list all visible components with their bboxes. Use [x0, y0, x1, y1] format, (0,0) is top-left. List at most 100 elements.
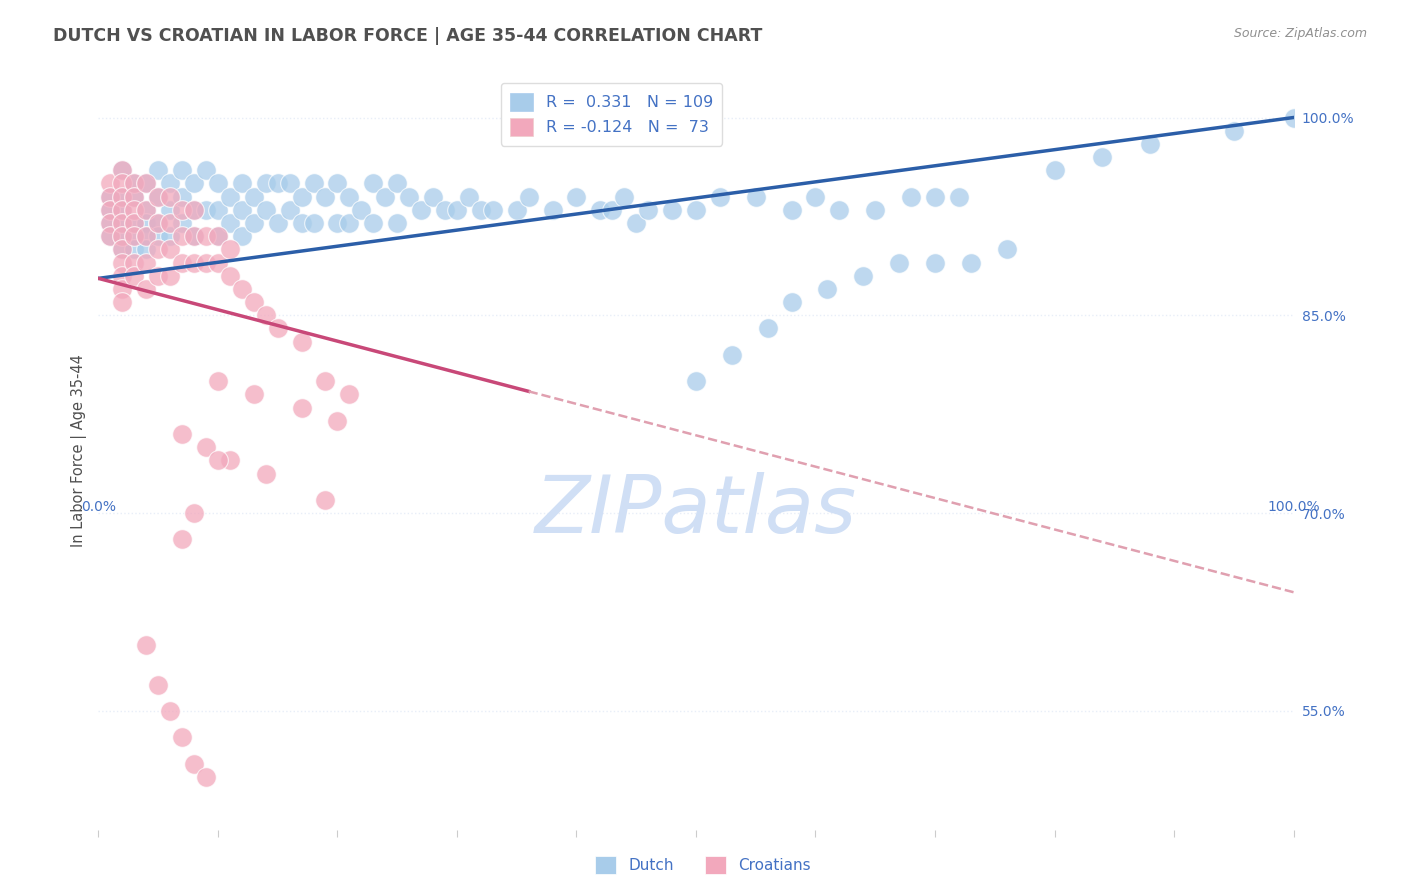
- Point: [111, 229, 134, 244]
- Point: [243, 216, 266, 230]
- Point: [302, 216, 325, 230]
- Point: [804, 189, 827, 203]
- Legend: R =  0.331   N = 109, R = -0.124   N =  73: R = 0.331 N = 109, R = -0.124 N = 73: [501, 83, 723, 145]
- Point: [172, 731, 194, 745]
- Point: [780, 295, 803, 310]
- Point: [135, 202, 157, 217]
- Point: [148, 677, 170, 691]
- Point: [111, 216, 134, 230]
- Point: [124, 202, 146, 217]
- Point: [411, 202, 433, 217]
- Point: [98, 189, 122, 203]
- Text: DUTCH VS CROATIAN IN LABOR FORCE | AGE 35-44 CORRELATION CHART: DUTCH VS CROATIAN IN LABOR FORCE | AGE 3…: [53, 27, 763, 45]
- Point: [315, 374, 337, 388]
- Point: [111, 255, 134, 269]
- Point: [637, 202, 659, 217]
- Point: [98, 229, 122, 244]
- Point: [339, 189, 361, 203]
- Point: [506, 202, 529, 217]
- Point: [195, 202, 218, 217]
- Point: [745, 189, 768, 203]
- Point: [207, 177, 229, 191]
- Point: [446, 202, 468, 217]
- Point: [207, 374, 229, 388]
- Point: [148, 189, 170, 203]
- Point: [124, 216, 146, 230]
- Point: [207, 255, 229, 269]
- Point: [231, 229, 253, 244]
- Point: [111, 202, 134, 217]
- Point: [111, 189, 134, 203]
- Point: [98, 202, 122, 217]
- Point: [326, 414, 349, 428]
- Point: [111, 163, 134, 178]
- Point: [207, 202, 229, 217]
- Point: [98, 189, 122, 203]
- Text: 0.0%: 0.0%: [82, 500, 115, 514]
- Point: [481, 202, 505, 217]
- Point: [98, 229, 122, 244]
- Point: [326, 216, 349, 230]
- Point: [865, 202, 887, 217]
- Point: [207, 229, 229, 244]
- Point: [231, 282, 253, 296]
- Point: [685, 202, 707, 217]
- Point: [111, 216, 134, 230]
- Point: [517, 189, 540, 203]
- Point: [135, 216, 157, 230]
- Point: [374, 189, 396, 203]
- Point: [541, 202, 564, 217]
- Point: [385, 177, 409, 191]
- Legend: Dutch, Croatians: Dutch, Croatians: [589, 850, 817, 880]
- Point: [183, 255, 205, 269]
- Point: [1223, 124, 1246, 138]
- Point: [148, 216, 170, 230]
- Point: [111, 243, 134, 257]
- Point: [159, 268, 181, 283]
- Point: [828, 202, 851, 217]
- Point: [924, 255, 946, 269]
- Point: [148, 243, 170, 257]
- Point: [124, 216, 146, 230]
- Point: [219, 453, 242, 467]
- Point: [148, 216, 170, 230]
- Point: [195, 440, 218, 454]
- Point: [172, 202, 194, 217]
- Point: [889, 255, 911, 269]
- Point: [565, 189, 588, 203]
- Point: [159, 243, 181, 257]
- Point: [111, 189, 134, 203]
- Point: [159, 177, 181, 191]
- Point: [243, 295, 266, 310]
- Point: [195, 255, 218, 269]
- Point: [135, 638, 157, 652]
- Point: [267, 321, 290, 335]
- Point: [267, 177, 290, 191]
- Point: [254, 202, 277, 217]
- Point: [135, 243, 157, 257]
- Point: [434, 202, 457, 217]
- Point: [219, 243, 242, 257]
- Text: Source: ZipAtlas.com: Source: ZipAtlas.com: [1233, 27, 1367, 40]
- Point: [148, 189, 170, 203]
- Point: [172, 533, 194, 547]
- Point: [948, 189, 970, 203]
- Point: [924, 189, 946, 203]
- Point: [183, 202, 205, 217]
- Point: [589, 202, 612, 217]
- Point: [124, 229, 146, 244]
- Point: [363, 216, 385, 230]
- Point: [315, 492, 337, 507]
- Point: [124, 177, 146, 191]
- Point: [195, 163, 218, 178]
- Point: [195, 770, 218, 784]
- Point: [172, 189, 194, 203]
- Point: [148, 268, 170, 283]
- Point: [135, 177, 157, 191]
- Point: [613, 189, 636, 203]
- Point: [124, 189, 146, 203]
- Point: [995, 243, 1018, 257]
- Point: [124, 189, 146, 203]
- Point: [183, 177, 205, 191]
- Point: [207, 229, 229, 244]
